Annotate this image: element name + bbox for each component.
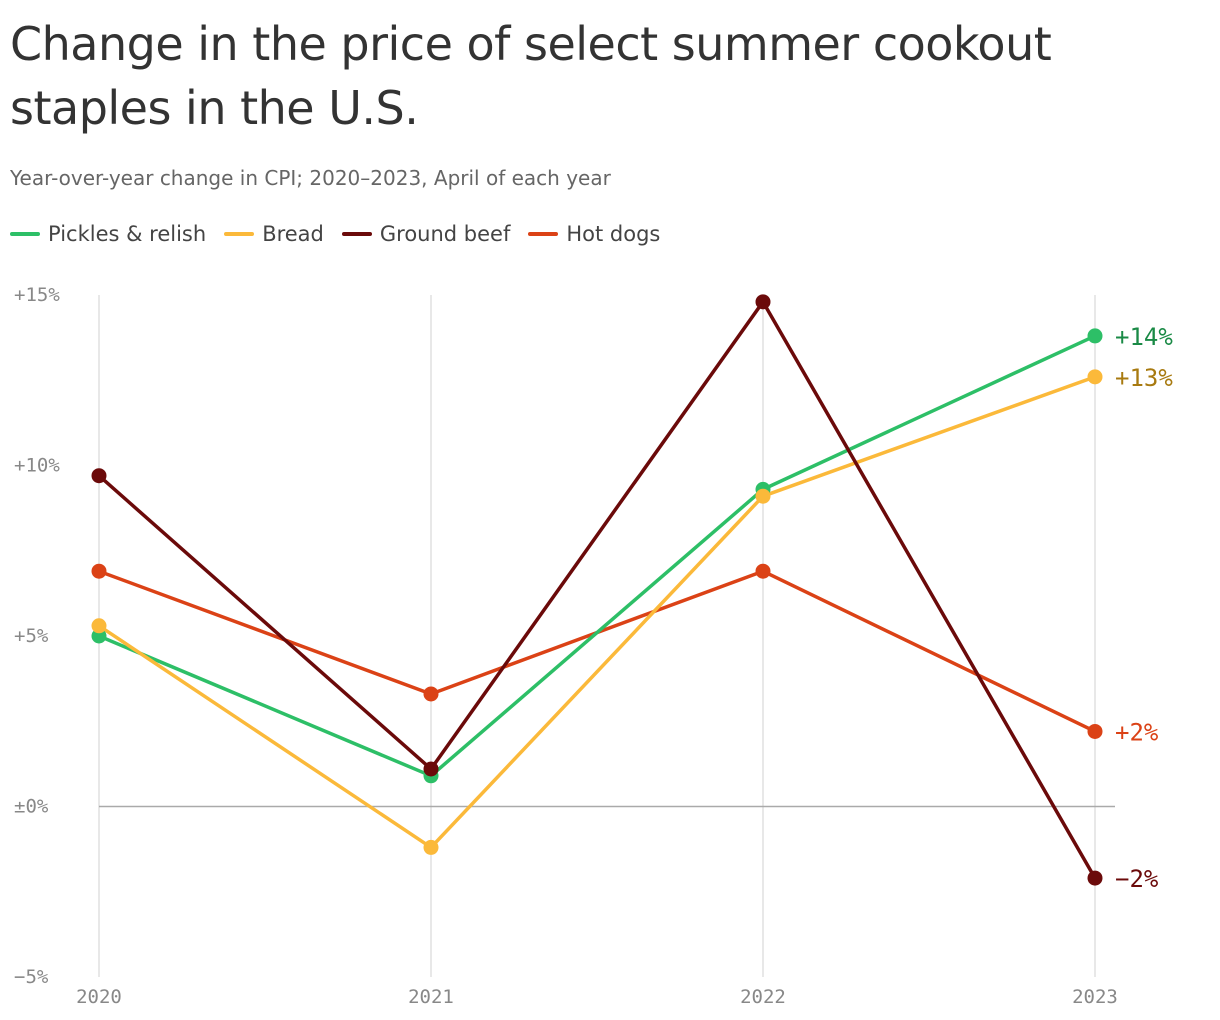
data-point [423,839,439,855]
legend-item-hot-dogs: Hot dogs [528,222,660,246]
data-point [755,294,771,310]
data-point [91,563,107,579]
data-point [1087,870,1103,886]
series-line [97,300,1097,879]
legend-label: Hot dogs [566,222,661,246]
data-point [1087,369,1103,385]
legend-item-bread: Bread [224,222,324,246]
legend-label: Bread [262,222,324,246]
y-tick-label: +5% [14,625,49,647]
x-tick-label: 2021 [408,986,454,1008]
end-value-label: +14% [1115,323,1173,351]
series-line [98,334,1096,778]
legend-swatch [528,232,559,236]
data-point [423,761,439,777]
y-tick-label: +15% [14,284,60,306]
legend-swatch [341,232,372,236]
end-value-label: −2% [1115,865,1159,893]
chart-subtitle: Year-over-year change in CPI; 2020–2023,… [10,166,611,190]
end-value-label: +13% [1115,364,1173,392]
data-point [91,468,107,484]
y-tick-label: +10% [14,455,60,477]
legend-item-pickles: Pickles & relish [10,222,206,246]
legend-swatch [224,232,255,236]
legend-label: Pickles & relish [48,222,207,246]
data-point [91,618,107,634]
legend-swatch [10,232,40,236]
end-value-label: +2% [1115,718,1159,746]
x-tick-label: 2020 [76,986,122,1008]
data-point [423,686,439,702]
y-tick-label: ±0% [14,796,49,818]
series-line [98,569,1096,734]
chart-title: Change in the price of select summer coo… [10,17,1052,135]
legend: Pickles & relish Bread Ground beef Hot d… [10,222,660,246]
x-tick-label: 2023 [1072,986,1118,1008]
data-point [755,488,771,504]
x-tick-label: 2022 [740,986,786,1008]
legend-label: Ground beef [379,222,511,246]
series-line [98,375,1096,850]
legend-item-ground-beef: Ground beef [341,222,511,246]
data-point [1087,723,1103,739]
data-point [755,563,771,579]
data-point [1087,328,1103,344]
y-tick-label: −5% [14,966,49,988]
